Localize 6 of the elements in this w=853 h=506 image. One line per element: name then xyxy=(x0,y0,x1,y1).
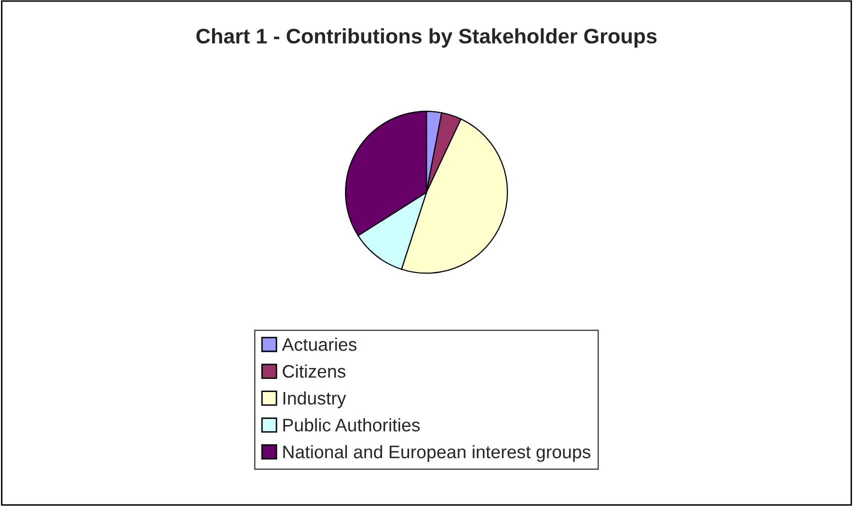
legend-label: Industry xyxy=(284,391,346,408)
legend-label: Citizens xyxy=(282,364,346,378)
legend-label: Public Authorities xyxy=(283,418,420,432)
legend-label: National and European interest groups xyxy=(283,445,590,462)
chart-title: Chart 1 - Contributions by Stakeholder Groups xyxy=(196,28,657,48)
legend-label: Actuaries xyxy=(282,338,356,351)
